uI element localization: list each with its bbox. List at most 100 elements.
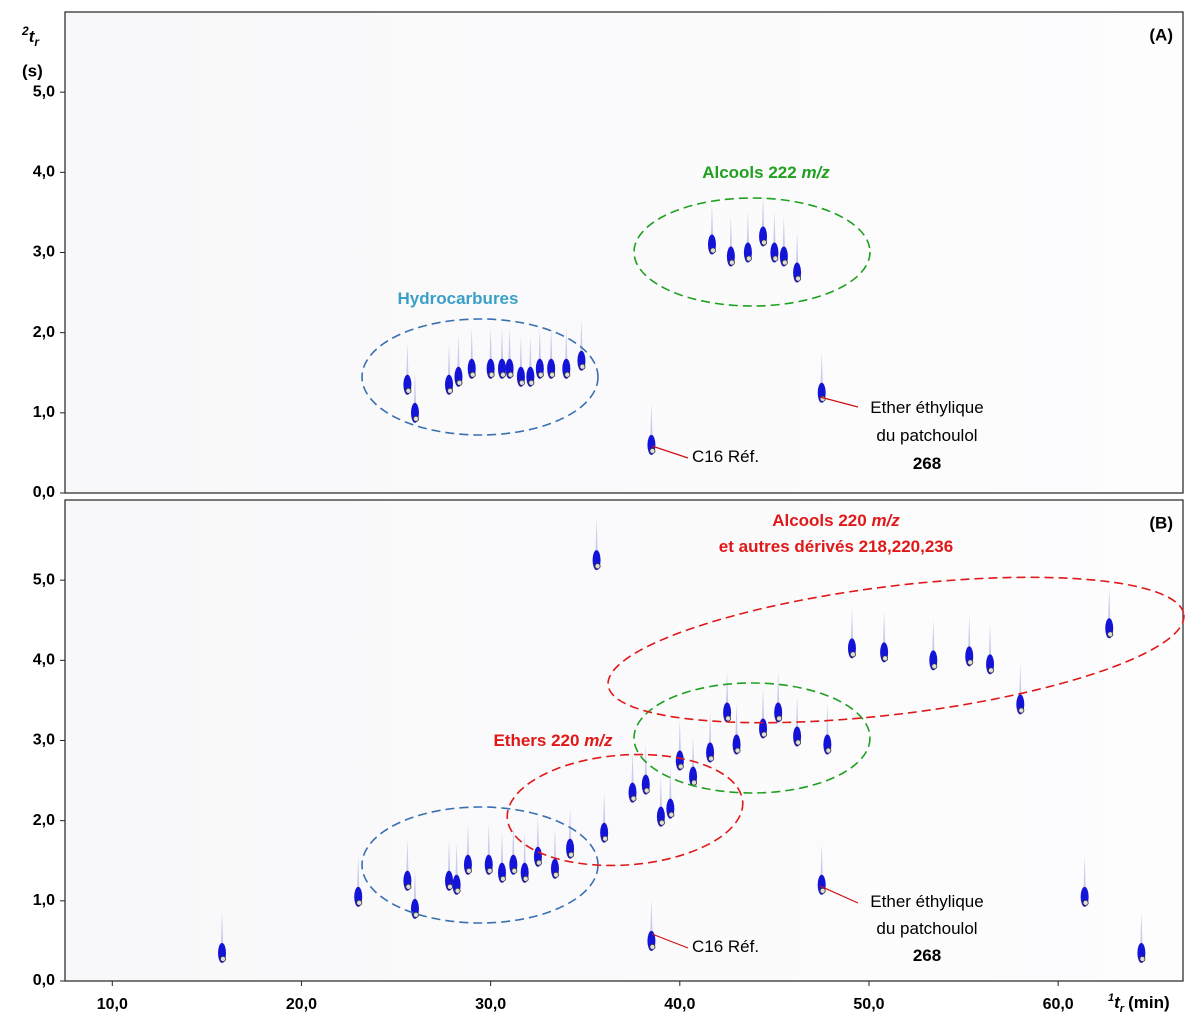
peak	[520, 831, 529, 883]
peak-marker	[507, 371, 514, 378]
peak-marker	[564, 371, 571, 378]
y-tick-label: 1,0	[33, 892, 55, 909]
annotation: du patchoulol	[876, 426, 977, 445]
peak-marker	[849, 651, 856, 658]
annotation-part: Ether éthylique	[870, 398, 983, 417]
peak-marker	[761, 731, 768, 738]
annotation-part: 268	[913, 946, 941, 965]
peak	[666, 767, 675, 819]
peak	[647, 403, 656, 455]
peak	[793, 231, 802, 283]
peak	[1080, 855, 1089, 907]
peak-marker	[522, 875, 529, 882]
peak	[562, 327, 571, 379]
peak	[774, 671, 783, 723]
peak-marker	[691, 779, 698, 786]
peak-marker	[486, 867, 493, 874]
annotation: C16 Réf.	[692, 937, 759, 956]
peak	[675, 719, 684, 771]
x-tick-label: 50,0	[853, 996, 884, 1013]
annotation-part: Hydrocarbures	[398, 289, 519, 308]
peak-marker	[825, 747, 832, 754]
peak-marker	[677, 763, 684, 770]
annotation-part: C16 Réf.	[692, 937, 759, 956]
peak-marker	[405, 883, 412, 890]
region-outline	[633, 682, 871, 794]
peak-marker	[1018, 707, 1025, 714]
peak	[566, 807, 575, 859]
peak	[516, 335, 525, 387]
annotation: Hydrocarbures	[398, 289, 519, 308]
peak-marker	[649, 447, 656, 454]
peak-marker	[499, 875, 506, 882]
x-tick-label: 30,0	[475, 996, 506, 1013]
peak	[403, 839, 412, 891]
peak-marker	[708, 755, 715, 762]
peak	[880, 611, 889, 663]
y-tick-label: 0,0	[33, 484, 55, 501]
annotation-part: m/z	[871, 511, 900, 530]
peak	[452, 843, 461, 895]
peak	[445, 343, 454, 395]
y-tick-label: 4,0	[33, 652, 55, 669]
annotation-part: C16 Réf.	[692, 447, 759, 466]
peak	[509, 823, 518, 875]
peak-marker	[488, 371, 495, 378]
peak-marker	[1082, 899, 1089, 906]
label-sup: 1	[1108, 992, 1114, 1004]
annotation: Ethers 220 m/z	[493, 731, 613, 750]
peak	[526, 335, 535, 387]
peak-marker	[602, 835, 609, 842]
label-sub: r	[34, 35, 40, 49]
annotation-part: Ether éthylique	[870, 892, 983, 911]
peak	[533, 815, 542, 867]
plot-area	[64, 499, 1184, 982]
peak	[656, 775, 665, 827]
x-tick-label: 60,0	[1043, 996, 1074, 1013]
peak-marker	[630, 795, 637, 802]
pointer-line	[651, 445, 689, 459]
y-tick-label: 0,0	[33, 972, 55, 989]
peak	[592, 519, 601, 571]
peak	[707, 203, 716, 255]
annotation: Ether éthylique	[870, 398, 983, 417]
plot-area	[64, 11, 1184, 494]
peak-marker	[709, 247, 716, 254]
annotation-part: Alcools 220	[772, 511, 867, 530]
peak	[1105, 587, 1114, 639]
peak	[484, 823, 493, 875]
annotation-part: du patchoulol	[876, 426, 977, 445]
peak-marker	[761, 239, 768, 246]
peak	[823, 703, 832, 755]
peak	[1016, 663, 1025, 715]
peak-marker	[728, 259, 735, 266]
peak	[1137, 911, 1146, 963]
y-tick-label: 3,0	[33, 732, 55, 749]
peak-marker	[643, 787, 650, 794]
peak-marker	[537, 371, 544, 378]
peak-marker	[456, 379, 463, 386]
annotation: et autres dérivés 218,220,236	[719, 537, 953, 556]
peak	[706, 711, 715, 763]
peak-marker	[795, 275, 802, 282]
label-unit: (min)	[1128, 993, 1170, 1012]
pointer-line	[651, 933, 689, 949]
peak-marker	[776, 715, 783, 722]
peak-marker	[725, 715, 732, 722]
y-tick-label: 4,0	[33, 164, 55, 181]
annotation-part: m/z	[801, 163, 830, 182]
peak-marker	[668, 811, 675, 818]
peak	[535, 327, 544, 379]
annotation: 268	[913, 454, 941, 473]
peak-marker	[658, 819, 665, 826]
peak-marker	[220, 955, 227, 962]
annotation-part: du patchoulol	[876, 919, 977, 938]
peak	[732, 703, 741, 755]
x-tick-label: 20,0	[286, 996, 317, 1013]
peak	[577, 319, 586, 371]
peak-marker	[465, 867, 472, 874]
peak	[759, 195, 768, 247]
y-tick-label: 3,0	[33, 244, 55, 261]
peak	[354, 855, 363, 907]
